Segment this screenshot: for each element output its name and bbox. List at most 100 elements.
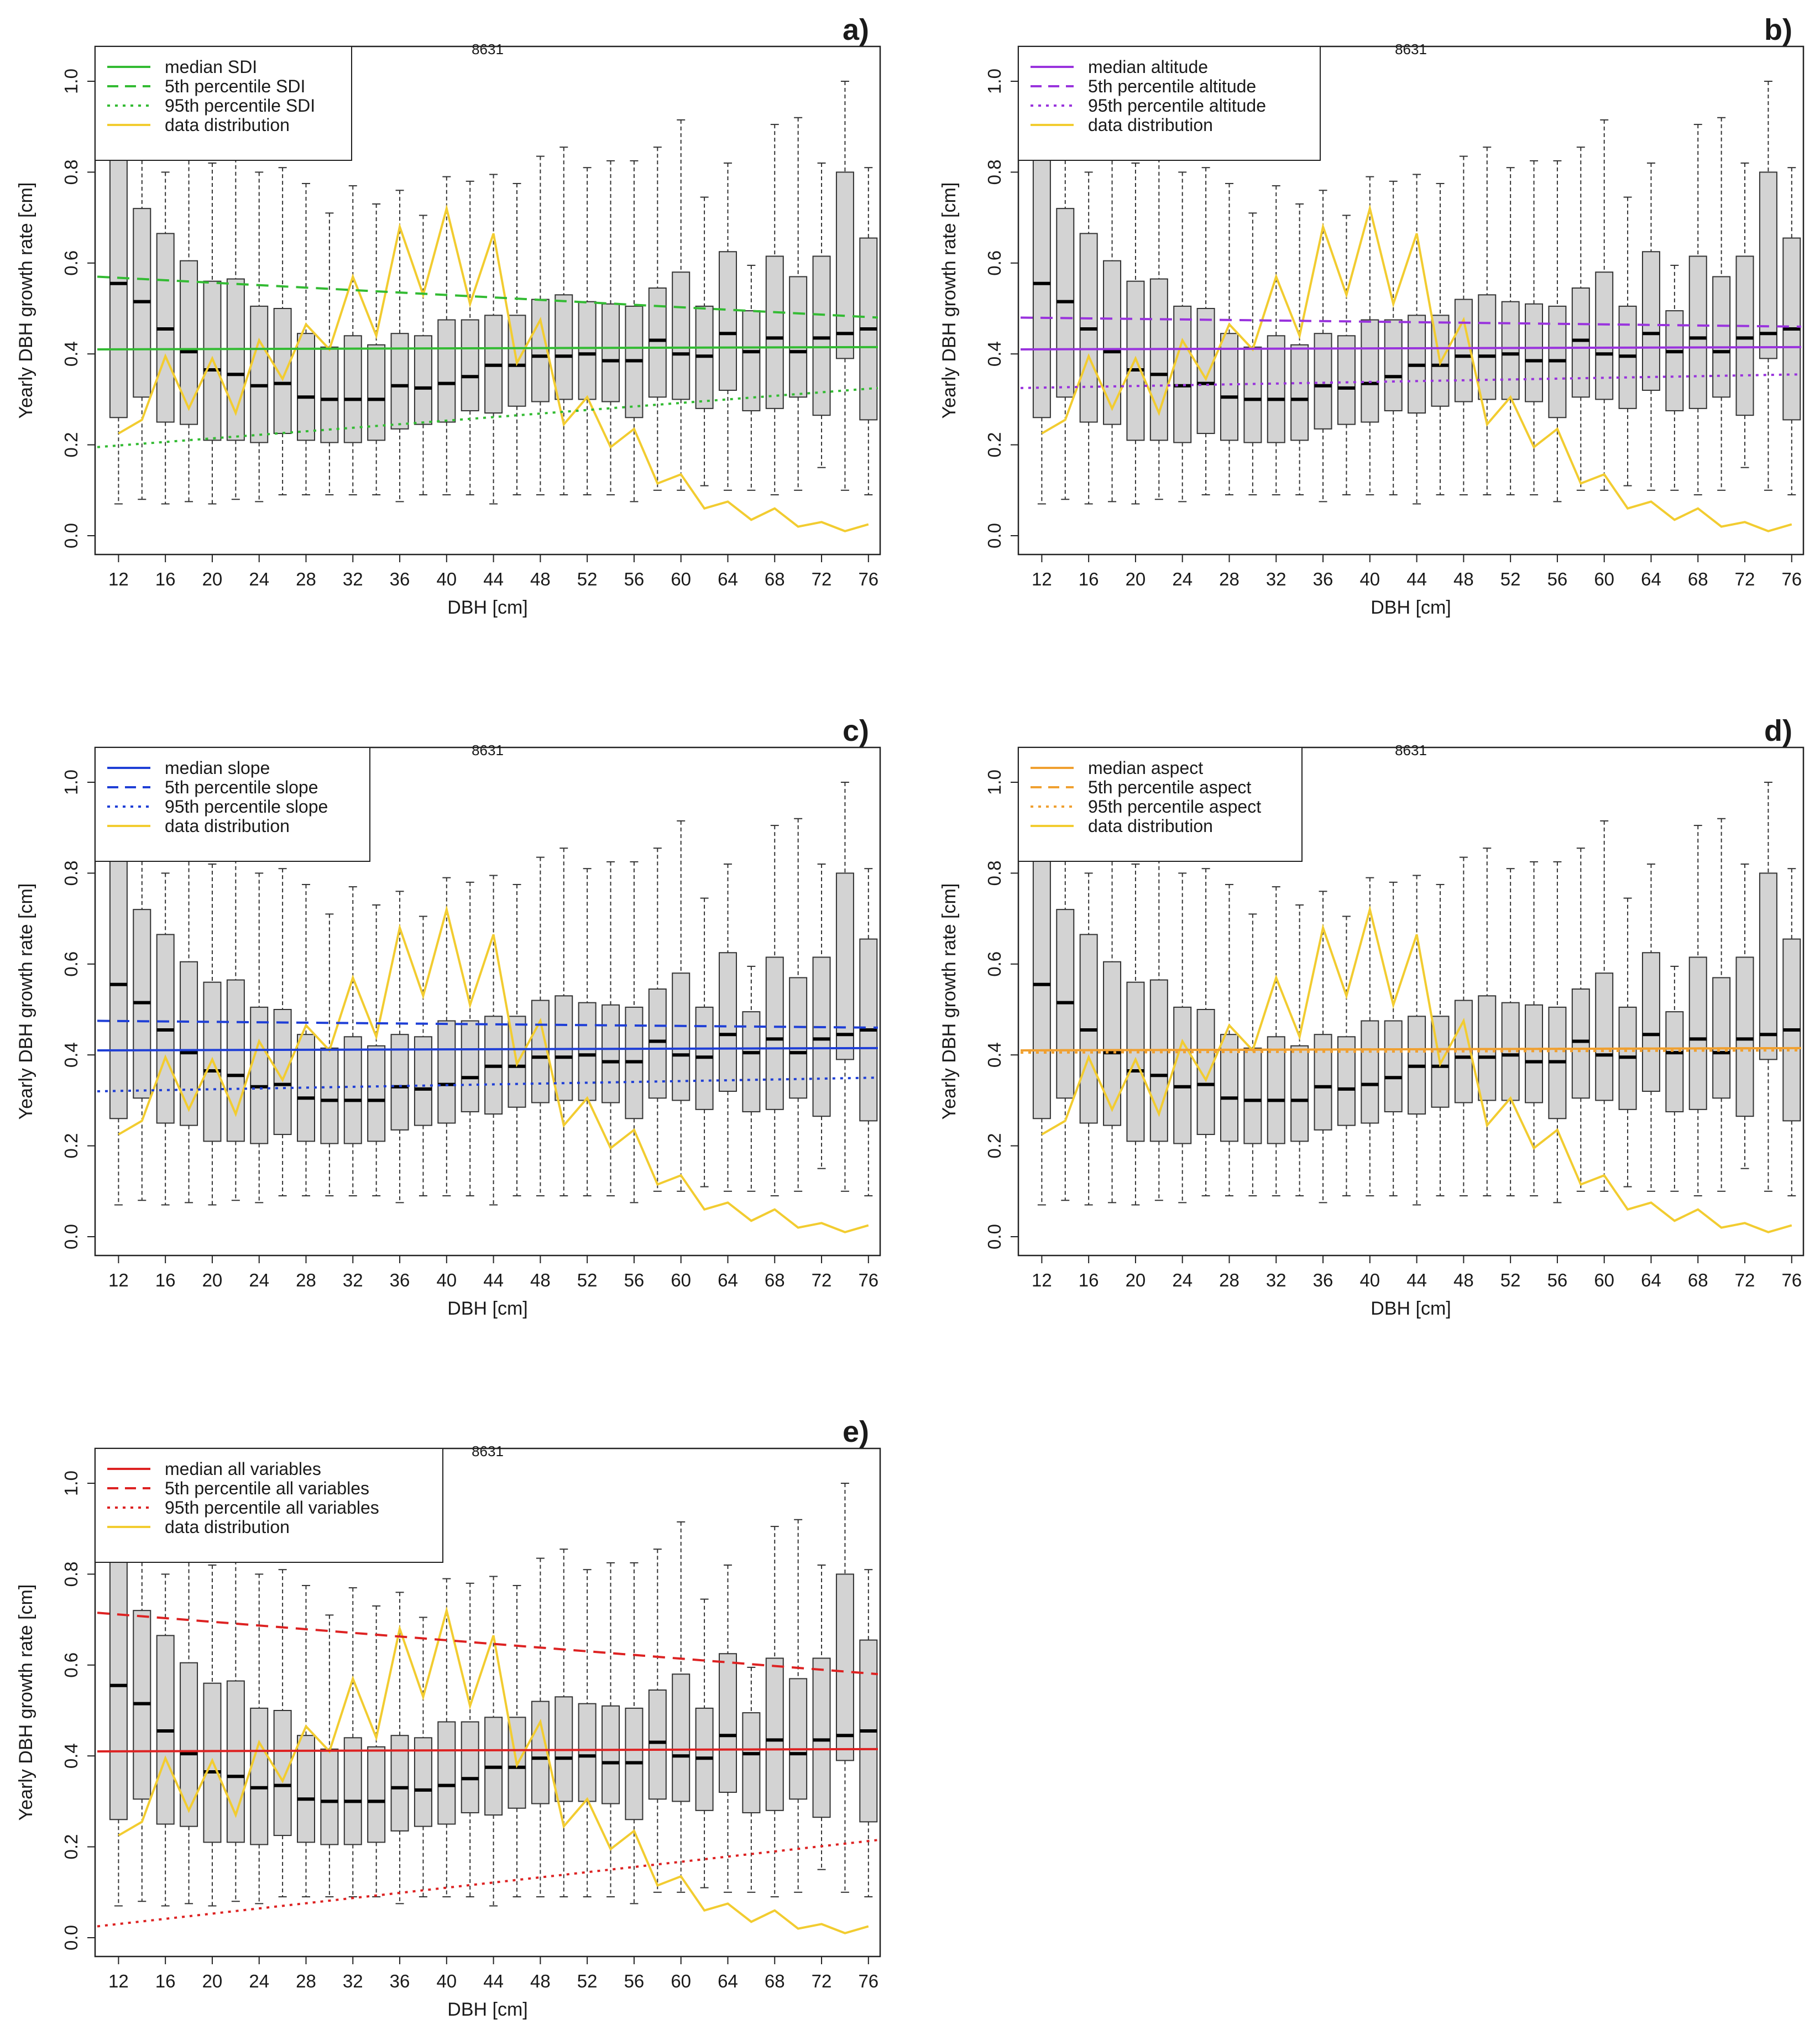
x-tick-label: 24 — [249, 1270, 269, 1290]
boxplot-32 — [1267, 185, 1285, 496]
x-tick-label: 76 — [1781, 1270, 1802, 1290]
panel-b: 8631 b) DBH [cm] Yearly DBH growth rate [cm… — [939, 13, 1805, 618]
boxplot-60 — [672, 1521, 691, 1893]
x-tick-label: 44 — [483, 1270, 504, 1290]
box — [250, 1006, 269, 1144]
boxplot-74 — [835, 81, 854, 491]
box — [578, 1703, 597, 1802]
boxplot-68 — [765, 1526, 784, 1898]
box — [1243, 346, 1262, 443]
box — [835, 872, 854, 1060]
x-tick-label: 40 — [436, 1270, 457, 1290]
box — [343, 1737, 362, 1845]
x-tick-label: 60 — [1594, 1270, 1614, 1290]
box — [1595, 271, 1614, 400]
data-distribution-line — [1041, 204, 1792, 532]
legend-box — [1018, 46, 1321, 161]
boxplot-54 — [602, 160, 620, 496]
y-axis-label: Yearly DBH growth rate [cm] — [939, 182, 960, 419]
x-tick-label: 36 — [1313, 1270, 1333, 1290]
box — [835, 171, 854, 359]
box — [226, 278, 245, 441]
box — [461, 1721, 479, 1813]
boxplot-64 — [1641, 863, 1660, 1192]
y-tick-label: 0.8 — [984, 159, 1005, 185]
legend-box — [95, 747, 370, 862]
box — [789, 1678, 808, 1800]
x-tick-label: 56 — [624, 1971, 645, 1991]
boxplot-26 — [1196, 167, 1215, 496]
boxplot-20 — [203, 162, 222, 505]
box — [1454, 299, 1473, 402]
box — [367, 1746, 386, 1843]
boxplot-36 — [390, 190, 409, 503]
legend-label: 5th percentile aspect — [1088, 777, 1251, 797]
boxplot-20 — [1126, 863, 1145, 1206]
x-tick-label: 44 — [483, 569, 504, 589]
boxplot-56 — [625, 160, 644, 503]
panel-c: 8631 c) DBH [cm] Yearly DBH growth rate [cm… — [15, 714, 881, 1319]
boxplot-76 — [1782, 167, 1801, 496]
box — [1688, 255, 1707, 409]
box — [531, 1701, 550, 1804]
x-tick-label: 52 — [1500, 569, 1521, 589]
boxplot-36 — [1314, 190, 1332, 503]
boxplot-68 — [1688, 825, 1707, 1197]
box — [1384, 319, 1403, 411]
boxplot-38 — [414, 1617, 432, 1898]
boxplot-74 — [1759, 81, 1777, 491]
p95-line — [1020, 373, 1802, 389]
boxplot-64 — [718, 863, 737, 1192]
x-tick-label: 20 — [1126, 1270, 1146, 1290]
box — [578, 301, 597, 400]
x-tick-label: 24 — [1172, 569, 1193, 589]
x-tick-label: 20 — [202, 1270, 223, 1290]
box — [180, 1662, 198, 1827]
box — [226, 979, 245, 1142]
boxplot-22 — [226, 859, 245, 1201]
x-tick-label: 36 — [1313, 569, 1333, 589]
y-tick-label: 0.2 — [61, 1834, 81, 1860]
boxplot-38 — [414, 215, 432, 496]
x-tick-label: 64 — [1641, 569, 1661, 589]
box — [1267, 1036, 1285, 1144]
box — [1759, 872, 1777, 1060]
boxplot-22 — [1149, 158, 1168, 500]
boxplot-20 — [203, 1564, 222, 1907]
box — [180, 961, 198, 1126]
x-tick-label: 12 — [1032, 569, 1052, 589]
boxplot-36 — [390, 891, 409, 1204]
boxplot-28 — [296, 1584, 315, 1898]
legend-label: median all variables — [165, 1459, 321, 1479]
x-tick-label: 56 — [1547, 1270, 1568, 1290]
x-tick-label: 28 — [296, 569, 316, 589]
box — [602, 1004, 620, 1103]
x-tick-label: 76 — [858, 1971, 878, 1991]
box — [1032, 112, 1051, 418]
boxplot-42 — [461, 881, 479, 1197]
boxplot-56 — [625, 1562, 644, 1905]
x-tick-label: 24 — [1172, 1270, 1193, 1290]
box — [461, 1020, 479, 1112]
box — [812, 1657, 831, 1818]
legend-label: 5th percentile slope — [165, 777, 318, 797]
box — [367, 1045, 386, 1142]
x-tick-label: 48 — [530, 1971, 551, 1991]
x-tick-label: 32 — [343, 569, 363, 589]
p95-line — [1020, 1049, 1802, 1054]
boxplot-28 — [1220, 182, 1238, 496]
legend-label: median slope — [165, 758, 270, 778]
box — [437, 1721, 456, 1825]
box — [109, 813, 128, 1119]
boxplot-34 — [367, 1605, 386, 1898]
p95-line — [97, 1076, 878, 1092]
boxplot-68 — [1688, 124, 1707, 496]
boxplot-44 — [484, 174, 503, 505]
data-distribution-line — [118, 204, 869, 532]
boxplot-22 — [226, 1560, 245, 1902]
box — [1641, 952, 1660, 1092]
box — [1712, 977, 1731, 1099]
y-tick-label: 1.0 — [61, 69, 81, 94]
